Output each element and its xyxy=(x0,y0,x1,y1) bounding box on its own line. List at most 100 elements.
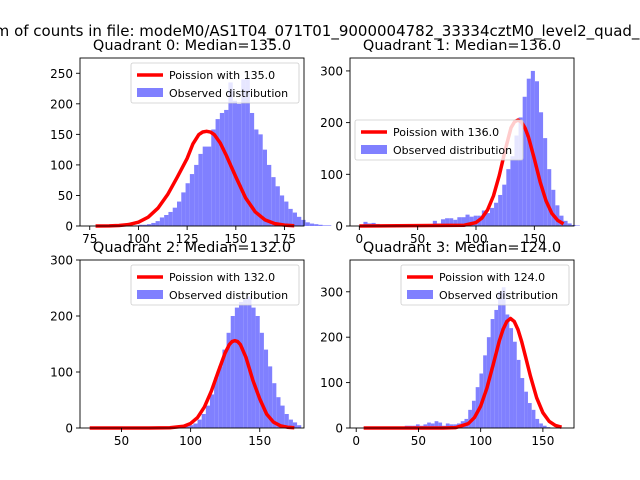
quadrant-2-plot: Quadrant 2: Median=132.0 50 100 150 0 100 200 3… xyxy=(50,240,305,448)
quadrant-2-observed-bar xyxy=(193,423,198,428)
quadrant-2-observed-bar xyxy=(230,316,235,428)
quadrant-0-observed-bar xyxy=(138,224,143,226)
quadrant-1-observed-bar xyxy=(461,217,466,226)
quadrant-1-plot: Quadrant 1: Median=136.0 0 50 100 150 0 100 200… xyxy=(320,38,580,246)
quadrant-1-ytick-label: 100 xyxy=(320,168,343,182)
quadrant-3-xtick-label: 100 xyxy=(469,434,492,448)
quadrant-3-xtick-label: 50 xyxy=(411,434,426,448)
quadrant-0-legend-box xyxy=(130,62,300,104)
quadrant-0-observed-bar xyxy=(288,208,293,226)
quadrant-0-observed-bar xyxy=(249,112,255,226)
quadrant-0-observed-bar xyxy=(245,79,250,226)
quadrant-3-observed-bar xyxy=(539,423,543,428)
quadrant-1-observed-bar xyxy=(457,217,462,226)
quadrant-0-ytick-label: 50 xyxy=(58,189,73,203)
quadrant-0-xtick-label: 175 xyxy=(273,232,296,246)
quadrant-0-ytick-label: 200 xyxy=(50,97,73,111)
quadrant-0-ytick-label: 250 xyxy=(50,67,73,81)
quadrant-1-observed-bar xyxy=(518,117,523,226)
quadrant-0-legend-observed-label: Observed distribution xyxy=(169,87,288,100)
quadrant-3-observed-bar xyxy=(438,422,443,428)
quadrant-0-observed-bar xyxy=(189,174,195,226)
quadrant-0-observed-bar xyxy=(202,146,207,226)
quadrant-1-observed-bar xyxy=(563,220,568,226)
quadrant-3-legend-poisson-label: Poission with 124.0 xyxy=(439,271,545,284)
quadrant-3-axes-frame xyxy=(349,259,575,429)
quadrant-1-ytick-label: 0 xyxy=(335,220,343,234)
quadrant-2-axes-frame xyxy=(79,259,305,429)
quadrant-0-observed-bar xyxy=(262,149,267,226)
quadrant-1-observed-bar xyxy=(481,210,486,226)
quadrant-0-observed-bar xyxy=(241,79,246,226)
quadrant-3-legend-box xyxy=(400,264,570,306)
quadrant-3-observed-bar xyxy=(445,423,450,428)
quadrant-2-observed-bar xyxy=(189,425,194,428)
quadrant-2-legend-bar-swatch xyxy=(137,290,163,299)
quadrant-2-observed-bar xyxy=(263,349,269,428)
quadrant-0-observed-bar xyxy=(236,103,242,226)
quadrant-1-title: Quadrant 1: Median=136.0 xyxy=(363,38,561,54)
quadrant-2-observed-bar xyxy=(205,405,210,428)
quadrant-0-observed-bar xyxy=(159,217,165,226)
quadrant-2-observed-bar xyxy=(259,332,264,428)
quadrant-2-observed-bar xyxy=(272,383,277,428)
quadrant-1-xtick-label: 150 xyxy=(523,232,546,246)
quadrant-3-title: Quadrant 3: Median=124.0 xyxy=(363,240,561,256)
quadrant-3-observed-bar xyxy=(434,421,439,428)
quadrant-1-observed-bar xyxy=(465,214,470,226)
quadrant-0-observed-bar xyxy=(219,112,225,226)
quadrant-3-xtick-label: 150 xyxy=(531,434,554,448)
quadrant-1-xtick-label: 0 xyxy=(356,232,364,246)
quadrant-2-ytick-label: 300 xyxy=(50,254,73,268)
quadrant-2-observed-bar xyxy=(280,405,285,428)
quadrant-2-poisson-line xyxy=(89,338,295,430)
quadrant-1-observed-bar xyxy=(510,156,515,226)
quadrant-0-observed-bar xyxy=(198,153,203,226)
figure-suptitle: Histogram of counts in file: modeM0/AS1T… xyxy=(0,22,640,41)
quadrant-1-observed-bar xyxy=(449,218,454,226)
quadrant-1-ytick-label: 200 xyxy=(320,116,343,130)
quadrant-2-legend-poisson-label: Poission with 132.0 xyxy=(169,271,275,284)
quadrant-0-observed-bar xyxy=(254,129,259,226)
quadrant-3-xtick-label: 0 xyxy=(352,434,360,448)
quadrant-3-ytick-label: 100 xyxy=(320,376,343,390)
quadrant-1-observed-bar xyxy=(485,213,490,226)
quadrant-3-legend-bar-swatch xyxy=(407,290,433,299)
quadrant-2-observed-bar xyxy=(234,307,240,428)
quadrant-3-observed-bar xyxy=(471,400,476,428)
quadrant-1-observed-bar xyxy=(363,221,368,226)
quadrant-0-xtick-label: 100 xyxy=(127,232,150,246)
quadrant-2-xtick-label: 50 xyxy=(114,434,129,448)
quadrant-1-observed-bar xyxy=(506,169,511,226)
quadrant-1-observed-bar xyxy=(498,194,503,226)
quadrant-3-observed-bar xyxy=(423,424,428,428)
quadrant-1-ytick-label: 300 xyxy=(320,64,343,78)
quadrant-2-observed-bar xyxy=(209,394,215,428)
quadrant-0-observed-bar xyxy=(309,223,315,226)
quadrant-0-observed-bar xyxy=(258,134,263,226)
quadrant-1-observed-bar xyxy=(490,207,495,226)
quadrant-0-observed-bar xyxy=(185,183,190,226)
quadrant-3-observed-bar xyxy=(501,287,506,428)
quadrant-0-observed-bar xyxy=(164,215,169,226)
quadrant-0-xtick-label: 75 xyxy=(82,232,97,246)
quadrant-0-legend-bar-swatch xyxy=(137,88,163,97)
quadrant-0-title: Quadrant 0: Median=135.0 xyxy=(93,38,291,54)
quadrant-0-observed-bar xyxy=(155,221,160,226)
quadrant-3-observed-bar xyxy=(427,422,431,428)
quadrant-2-observed-bar xyxy=(201,414,206,428)
quadrant-1-observed-bar xyxy=(547,169,552,226)
quadrant-2-observed-bar xyxy=(239,302,244,428)
quadrant-0-xtick-label: 125 xyxy=(176,232,199,246)
quadrant-3-observed-bar xyxy=(430,423,435,428)
quadrant-1-legend-poisson-label: Poission with 136.0 xyxy=(393,126,499,139)
quadrant-0-observed-bar xyxy=(211,129,216,226)
quadrant-1-legend-bar-swatch xyxy=(361,145,387,154)
quadrant-1-observed-bar xyxy=(567,223,572,226)
quadrant-3-observed-bar xyxy=(498,291,502,428)
quadrant-3-ytick-label: 200 xyxy=(320,331,343,345)
quadrant-3-observed-bar xyxy=(513,341,517,428)
quadrant-3-ytick-label: 300 xyxy=(320,285,343,299)
quadrant-0-observed-bar xyxy=(168,211,173,226)
quadrant-0-observed-bar xyxy=(181,192,186,226)
